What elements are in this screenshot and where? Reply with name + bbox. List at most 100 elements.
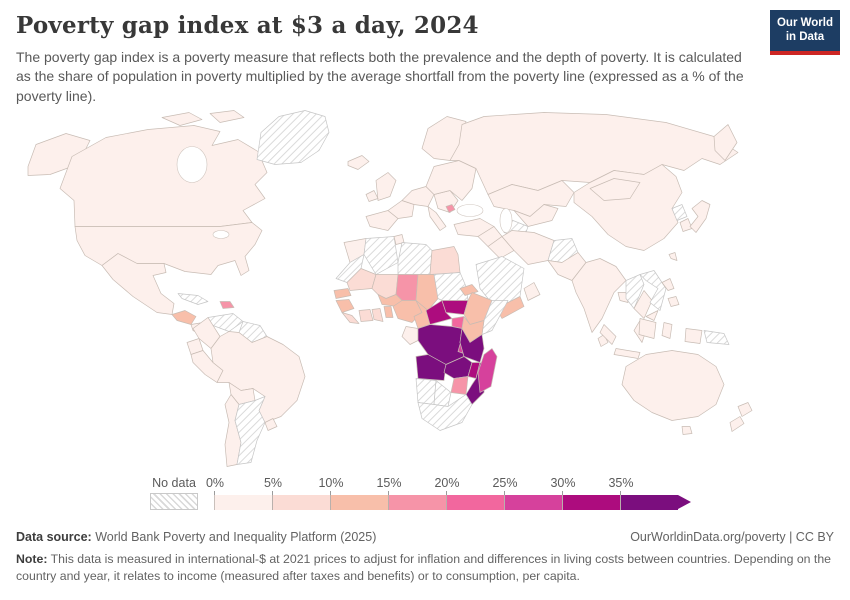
- legend-tick-label: 0%: [205, 476, 225, 490]
- owid-logo[interactable]: Our World in Data: [769, 10, 840, 55]
- region-japan[interactable]: [689, 200, 711, 233]
- legend-bar[interactable]: 0% 5% 10% 15% 20% 25% 30% 35%: [206, 476, 691, 510]
- region-central-america-north[interactable]: [171, 310, 197, 325]
- region-mongolia[interactable]: [589, 178, 641, 201]
- region-zimbabwe[interactable]: [450, 376, 469, 395]
- hudson-bay: [176, 146, 208, 183]
- region-arctic-islands[interactable]: [209, 110, 245, 123]
- region-bangladesh[interactable]: [617, 292, 629, 303]
- region-niger[interactable]: [395, 274, 419, 301]
- chart-title: Poverty gap index at $3 a day, 2024: [16, 12, 479, 39]
- legend-tick: [214, 491, 215, 495]
- region-indonesia-java[interactable]: [613, 348, 641, 359]
- legend-segment[interactable]: 0%: [206, 476, 272, 510]
- region-togo-benin[interactable]: [383, 306, 394, 318]
- region-iran[interactable]: [501, 230, 555, 265]
- legend-segment[interactable]: 5%: [264, 476, 330, 510]
- region-ireland[interactable]: [365, 190, 379, 202]
- legend-segment[interactable]: 20%: [434, 476, 504, 510]
- owid-link[interactable]: OurWorldinData.org/poverty | CC BY: [630, 530, 834, 544]
- region-north-macedonia[interactable]: [445, 204, 456, 213]
- region-new-zealand[interactable]: [737, 402, 753, 417]
- legend-tick: [446, 491, 447, 495]
- legend-segment[interactable]: 35%: [608, 476, 678, 510]
- legend-tick-label: 30%: [550, 476, 576, 490]
- owid-logo-line1: Our World: [776, 17, 833, 29]
- region-eastern-europe[interactable]: [425, 160, 477, 201]
- region-uk[interactable]: [375, 172, 397, 201]
- region-congo-gabon[interactable]: [401, 326, 419, 345]
- legend-no-data[interactable]: No data: [150, 476, 198, 510]
- legend-segment[interactable]: 25%: [492, 476, 562, 510]
- region-cuba[interactable]: [177, 293, 209, 305]
- region-greenland[interactable]: [256, 110, 330, 165]
- region-philippines[interactable]: [661, 278, 675, 291]
- region-iceland[interactable]: [347, 155, 370, 170]
- region-north-korea[interactable]: [671, 204, 688, 221]
- region-philippines[interactable]: [667, 296, 680, 307]
- region-chad[interactable]: [415, 274, 439, 311]
- legend-tick-label: 10%: [318, 476, 344, 490]
- region-myanmar[interactable]: [625, 274, 645, 309]
- region-namibia[interactable]: [415, 378, 437, 405]
- region-liberia[interactable]: [341, 312, 360, 324]
- region-arctic-islands[interactable]: [161, 112, 203, 126]
- region-indonesia-sumatra[interactable]: [599, 324, 617, 345]
- region-madagascar[interactable]: [477, 348, 498, 393]
- region-west-papua[interactable]: [684, 328, 703, 344]
- region-botswana[interactable]: [433, 380, 452, 407]
- region-uruguay[interactable]: [264, 418, 278, 431]
- chart-footer: Data source: World Bank Poverty and Ineq…: [16, 530, 834, 586]
- region-australia[interactable]: [621, 350, 725, 421]
- region-somalia[interactable]: [481, 300, 509, 335]
- region-south-africa[interactable]: [417, 394, 473, 431]
- world-map: [14, 104, 804, 470]
- region-canada[interactable]: [59, 125, 268, 227]
- region-haiti[interactable]: [219, 301, 235, 309]
- region-algeria[interactable]: [363, 236, 399, 275]
- data-source-label: Data source:: [16, 530, 92, 544]
- legend-tick-label: 25%: [492, 476, 518, 490]
- region-western-sahara[interactable]: [335, 254, 365, 283]
- region-libya[interactable]: [397, 242, 433, 275]
- legend-tick: [272, 491, 273, 495]
- region-mexico[interactable]: [101, 253, 175, 315]
- region-france[interactable]: [387, 200, 415, 219]
- region-new-zealand[interactable]: [729, 416, 745, 432]
- legend-tick-label: 5%: [263, 476, 283, 490]
- region-south-sudan[interactable]: [441, 300, 469, 315]
- region-cote-divoire[interactable]: [358, 309, 374, 322]
- region-oman[interactable]: [523, 282, 541, 301]
- region-tanzania[interactable]: [459, 328, 485, 363]
- region-italy[interactable]: [427, 206, 447, 231]
- region-central-african-republic[interactable]: [425, 300, 453, 325]
- region-ghana[interactable]: [371, 308, 384, 322]
- region-usa[interactable]: [74, 222, 263, 276]
- footnote: Note: This data is measured in internati…: [16, 551, 834, 586]
- region-iberia[interactable]: [365, 210, 399, 231]
- region-argentina[interactable]: [234, 396, 266, 465]
- region-senegal[interactable]: [333, 288, 352, 299]
- region-cambodia[interactable]: [645, 310, 659, 321]
- region-egypt[interactable]: [429, 246, 461, 275]
- region-sudan[interactable]: [433, 272, 469, 301]
- region-tasmania[interactable]: [681, 426, 693, 435]
- region-vietnam-laos[interactable]: [639, 270, 667, 311]
- data-source-value: World Bank Poverty and Inequality Platfo…: [91, 530, 377, 544]
- region-india[interactable]: [571, 258, 627, 333]
- region-taiwan[interactable]: [668, 252, 678, 261]
- legend-arrow: [678, 495, 691, 509]
- legend-tick: [504, 491, 505, 495]
- region-borneo[interactable]: [638, 318, 657, 339]
- region-south-korea[interactable]: [679, 218, 693, 232]
- region-guinea[interactable]: [335, 299, 355, 313]
- legend-segment[interactable]: 15%: [376, 476, 446, 510]
- region-papua-new-guinea[interactable]: [703, 330, 730, 345]
- legend-segment[interactable]: 10%: [318, 476, 388, 510]
- legend-tick-label: 35%: [608, 476, 634, 490]
- region-kamchatka[interactable]: [713, 124, 738, 161]
- footnote-value: This data is measured in international-$…: [16, 552, 832, 584]
- caspian-sea: [499, 208, 513, 233]
- region-sulawesi[interactable]: [661, 322, 673, 339]
- legend-segment[interactable]: 30%: [550, 476, 620, 510]
